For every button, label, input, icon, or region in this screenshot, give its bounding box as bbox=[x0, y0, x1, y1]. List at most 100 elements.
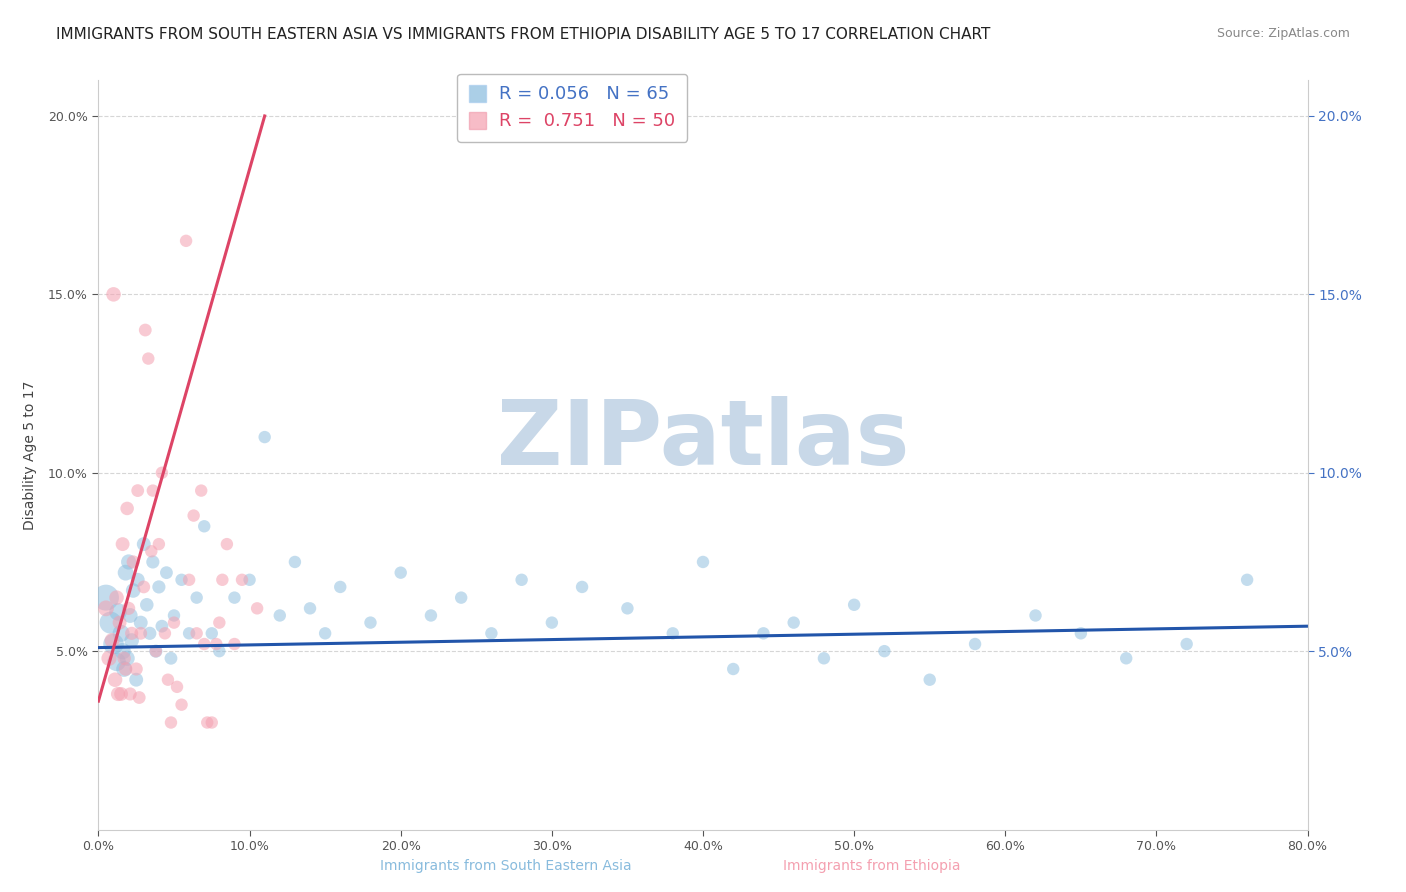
Point bbox=[150, 466, 173, 480]
Point bbox=[110, 626, 132, 640]
Point bbox=[129, 615, 152, 630]
Point bbox=[141, 544, 163, 558]
Point bbox=[1115, 651, 1137, 665]
Point bbox=[118, 555, 141, 569]
Point bbox=[125, 662, 148, 676]
Point bbox=[1024, 608, 1046, 623]
Point bbox=[752, 626, 775, 640]
Point bbox=[107, 687, 129, 701]
Point bbox=[103, 637, 125, 651]
Point bbox=[114, 662, 136, 676]
Point bbox=[135, 598, 157, 612]
Point bbox=[142, 555, 165, 569]
Point bbox=[129, 626, 152, 640]
Point bbox=[160, 715, 183, 730]
Point bbox=[179, 626, 201, 640]
Point bbox=[114, 566, 136, 580]
Point bbox=[420, 608, 443, 623]
Point bbox=[201, 715, 224, 730]
Point bbox=[94, 591, 117, 605]
Point bbox=[211, 573, 233, 587]
Point bbox=[155, 566, 177, 580]
Point bbox=[148, 537, 170, 551]
Point bbox=[103, 287, 125, 301]
Point bbox=[481, 626, 503, 640]
Point bbox=[183, 508, 205, 523]
Point bbox=[1175, 637, 1198, 651]
Point bbox=[284, 555, 307, 569]
Point bbox=[193, 637, 215, 651]
Point bbox=[360, 615, 382, 630]
Point bbox=[186, 626, 208, 640]
Point bbox=[208, 615, 231, 630]
Point bbox=[136, 351, 159, 366]
Point bbox=[107, 605, 129, 619]
Point bbox=[389, 566, 412, 580]
Point bbox=[111, 537, 134, 551]
Point bbox=[329, 580, 352, 594]
Point bbox=[142, 483, 165, 498]
Point bbox=[1070, 626, 1092, 640]
Point bbox=[186, 591, 208, 605]
Point bbox=[253, 430, 276, 444]
Point bbox=[844, 598, 866, 612]
Point bbox=[201, 626, 224, 640]
Point bbox=[100, 615, 122, 630]
Point bbox=[540, 615, 562, 630]
Point bbox=[692, 555, 714, 569]
Point bbox=[571, 580, 593, 594]
Point bbox=[661, 626, 683, 640]
Point bbox=[150, 619, 173, 633]
Point bbox=[873, 644, 896, 658]
Point bbox=[115, 501, 138, 516]
Legend: R = 0.056   N = 65, R =  0.751   N = 50: R = 0.056 N = 65, R = 0.751 N = 50 bbox=[457, 74, 688, 142]
Point bbox=[450, 591, 472, 605]
Point bbox=[132, 537, 155, 551]
Point bbox=[121, 633, 143, 648]
Point bbox=[965, 637, 987, 651]
Point bbox=[101, 633, 124, 648]
Point bbox=[193, 519, 215, 533]
Point bbox=[98, 651, 121, 665]
Point bbox=[510, 573, 533, 587]
Point bbox=[105, 591, 128, 605]
Point bbox=[94, 601, 117, 615]
Point bbox=[134, 323, 156, 337]
Point bbox=[179, 573, 201, 587]
Point bbox=[269, 608, 291, 623]
Point bbox=[104, 673, 127, 687]
Point bbox=[813, 651, 835, 665]
Point bbox=[783, 615, 806, 630]
Point bbox=[231, 573, 253, 587]
Text: Immigrants from Ethiopia: Immigrants from Ethiopia bbox=[783, 859, 960, 872]
Point bbox=[111, 644, 134, 658]
Point bbox=[208, 644, 231, 658]
Point bbox=[224, 591, 246, 605]
Text: Immigrants from South Eastern Asia: Immigrants from South Eastern Asia bbox=[381, 859, 631, 872]
Text: ZIPatlas: ZIPatlas bbox=[496, 396, 910, 484]
Text: IMMIGRANTS FROM SOUTH EASTERN ASIA VS IMMIGRANTS FROM ETHIOPIA DISABILITY AGE 5 : IMMIGRANTS FROM SOUTH EASTERN ASIA VS IM… bbox=[56, 27, 991, 42]
Point bbox=[132, 580, 155, 594]
Point bbox=[160, 651, 183, 665]
Point bbox=[145, 644, 167, 658]
Point bbox=[170, 698, 193, 712]
Point bbox=[166, 680, 188, 694]
Point bbox=[120, 608, 142, 623]
Point bbox=[122, 555, 145, 569]
Point bbox=[723, 662, 745, 676]
Point bbox=[128, 690, 150, 705]
Point bbox=[314, 626, 336, 640]
Point bbox=[145, 644, 167, 658]
Point bbox=[918, 673, 941, 687]
Point bbox=[120, 687, 142, 701]
Point bbox=[156, 673, 179, 687]
Point bbox=[148, 580, 170, 594]
Point bbox=[105, 655, 128, 669]
Point bbox=[118, 601, 141, 615]
Point bbox=[125, 673, 148, 687]
Point bbox=[127, 483, 149, 498]
Point bbox=[163, 608, 186, 623]
Point bbox=[246, 601, 269, 615]
Point bbox=[205, 637, 228, 651]
Point bbox=[122, 583, 145, 598]
